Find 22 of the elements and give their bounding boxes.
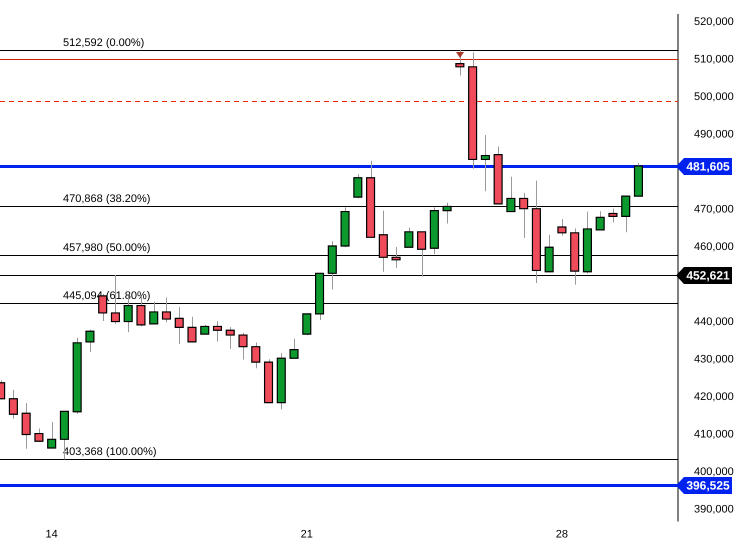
y-tick-label: 470,000 <box>694 204 734 216</box>
y-tick-label: 500,000 <box>694 91 734 104</box>
ref-line-label: 452,621 <box>686 268 730 282</box>
y-tick-label: 420,000 <box>694 391 734 404</box>
ref-line-label: 512,592 (0.00%) <box>63 37 144 50</box>
x-tick-label: 14 <box>46 528 58 540</box>
ref-line-label: 396,525 <box>686 478 730 492</box>
y-tick-label: 490,000 <box>694 128 734 141</box>
ref-line-label: 457,980 (50.00%) <box>63 242 150 254</box>
y-tick-label: 390,000 <box>694 504 734 516</box>
y-tick-label: 400,000 <box>694 466 734 478</box>
x-tick-label: 28 <box>556 528 568 540</box>
ref-line-label: 470,868 (38.20%) <box>63 193 150 206</box>
ref-line-label: 403,368 (100.00%) <box>63 446 157 458</box>
y-tick-label: 410,000 <box>694 428 734 441</box>
y-tick-label: 520,000 <box>694 16 734 28</box>
y-tick-label: 460,000 <box>694 241 734 254</box>
ref-line-label: 481,605 <box>686 159 730 174</box>
y-tick-label: 510,000 <box>694 54 734 66</box>
y-tick-label: 440,000 <box>694 316 734 328</box>
y-tick-label: 430,000 <box>694 354 734 366</box>
x-tick-label: 21 <box>300 528 313 540</box>
